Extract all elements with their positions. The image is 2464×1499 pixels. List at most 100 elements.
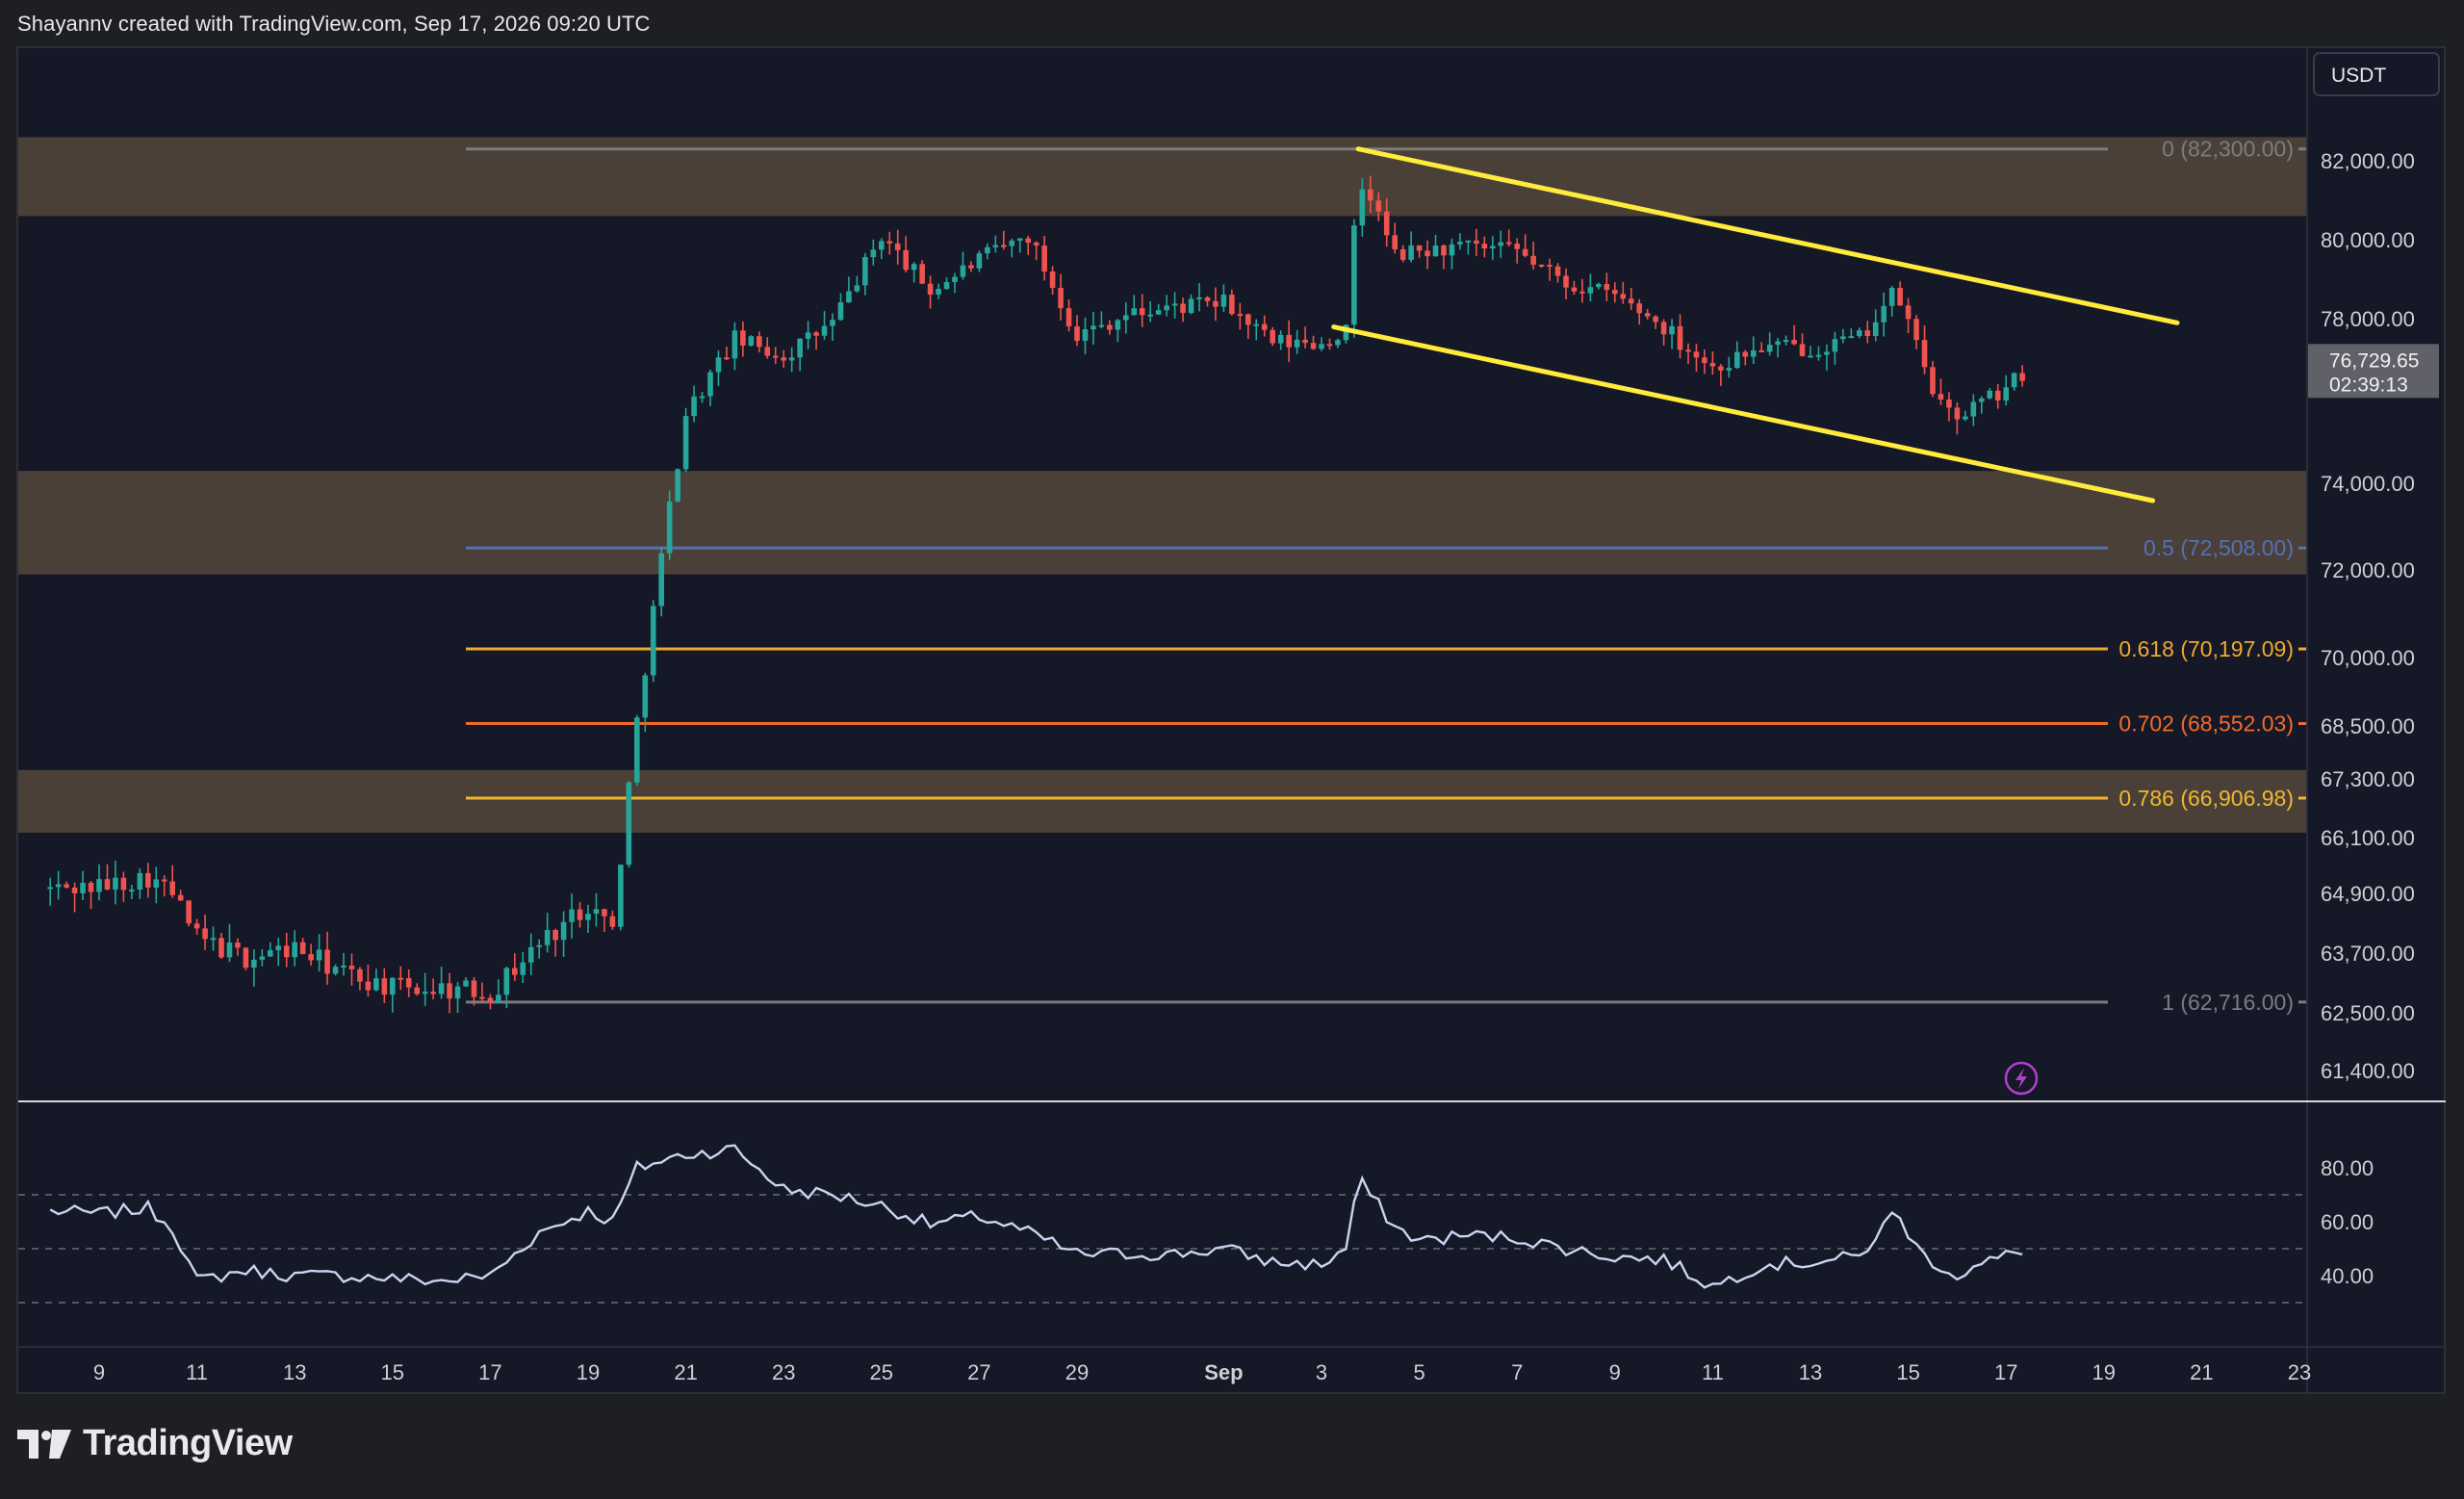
- candle-body: [104, 879, 111, 890]
- candle-body: [830, 320, 835, 326]
- candle-body: [1155, 310, 1162, 315]
- candle-75: [658, 547, 664, 617]
- candle-241: [2011, 372, 2017, 391]
- candle-83: [724, 346, 730, 361]
- candle-207: [1734, 341, 1740, 370]
- candle-body: [275, 945, 282, 950]
- time-tick-label: 15: [381, 1360, 404, 1384]
- candle-84: [732, 322, 738, 371]
- fibonacci-levels[interactable]: 0 (82,300.00) 0.5 (72,508.00) 0.618 (70,19…: [466, 137, 2307, 1015]
- candle-35: [332, 964, 339, 976]
- candle-128: [1091, 311, 1096, 345]
- candle-body: [1025, 238, 1031, 244]
- candle-body: [177, 894, 184, 901]
- candle-body: [1416, 245, 1423, 251]
- candle-body: [251, 959, 257, 969]
- candle-90: [781, 349, 786, 368]
- candle-119: [1016, 238, 1023, 253]
- candle-body: [1474, 240, 1479, 245]
- candle-body: [1628, 298, 1634, 304]
- candle-body: [1514, 244, 1520, 249]
- candle-body: [1963, 416, 1968, 420]
- candle-body: [1921, 340, 1928, 368]
- price-axis[interactable]: USDT 82,000.00 80,000.00 78,000.00 74,000.00…: [2306, 48, 2444, 1392]
- candle-body: [602, 909, 607, 917]
- candle-body: [1547, 265, 1553, 268]
- candle-167: [1408, 231, 1414, 263]
- candle-10: [129, 885, 135, 899]
- candle-236: [1970, 394, 1977, 426]
- candle-195: [1636, 298, 1642, 325]
- candle-182: [1530, 242, 1536, 271]
- candle-body: [544, 929, 551, 945]
- candle-body: [879, 241, 885, 250]
- candle-body: [1465, 240, 1472, 243]
- time-axis[interactable]: 9 11 13 15 17 19 21 23 25 27 29 Sep 3 5 7 9 11 13 15 17 19 21…: [18, 1346, 2446, 1384]
- candle-11: [137, 867, 143, 899]
- candle-body: [846, 291, 852, 303]
- candle-body: [145, 872, 151, 888]
- candle-174: [1465, 240, 1472, 255]
- candle-body: [259, 956, 266, 960]
- candle-88: [764, 337, 771, 359]
- candle-body: [1596, 283, 1602, 288]
- candle-body: [764, 347, 771, 356]
- candle-body: [1196, 297, 1202, 299]
- candle-body: [560, 921, 567, 941]
- candle-57: [512, 953, 518, 981]
- candle-227: [1897, 281, 1903, 306]
- candle-131: [1115, 319, 1121, 343]
- candle-72: [634, 714, 640, 787]
- candle-56: [503, 967, 510, 1009]
- candle-body: [1815, 354, 1822, 357]
- candle-9: [120, 871, 127, 902]
- candle-body: [886, 241, 893, 244]
- candle-1: [55, 870, 62, 900]
- candle-142: [1204, 296, 1211, 307]
- candle-body: [1832, 339, 1838, 352]
- candle-55: [496, 979, 501, 1003]
- candle-body: [169, 881, 175, 895]
- candle-body: [341, 965, 346, 968]
- brand-name: TradingView: [83, 1423, 293, 1463]
- candle-19: [202, 914, 208, 950]
- candle-body: [153, 879, 160, 888]
- candle-body: [797, 338, 803, 358]
- candle-body: [1082, 329, 1089, 341]
- candle-body: [503, 968, 510, 995]
- candle-218: [1824, 344, 1830, 371]
- candle-body: [1368, 189, 1373, 201]
- candle-body: [837, 302, 844, 321]
- candle-body: [740, 330, 746, 346]
- candle-5: [88, 881, 94, 910]
- candle-body: [1335, 340, 1341, 346]
- candle-body: [854, 285, 860, 292]
- time-tick-label: 17: [1994, 1360, 2017, 1384]
- candle-body: [193, 923, 200, 929]
- candle-body: [243, 947, 249, 969]
- tradingview-brand[interactable]: TradingView: [17, 1423, 293, 1464]
- candle-body: [1033, 243, 1040, 246]
- candle-206: [1726, 356, 1732, 378]
- candle-body: [129, 889, 135, 892]
- candle-body: [1857, 330, 1862, 337]
- candle-124: [1058, 273, 1064, 321]
- candle-body: [1091, 325, 1096, 330]
- rsi-pane[interactable]: 80.00 60.00 40.00: [18, 1100, 2446, 1304]
- candle-body: [805, 332, 811, 339]
- candle-body: [781, 357, 786, 361]
- candle-body: [365, 981, 372, 991]
- candle-193: [1620, 281, 1627, 304]
- time-tick-label: 13: [1799, 1360, 1822, 1384]
- candle-60: [536, 939, 542, 959]
- descending-channel[interactable]: [1331, 146, 2180, 504]
- tradingview-logo-icon: [17, 1429, 71, 1459]
- candle-body: [666, 501, 673, 554]
- candle-body: [1310, 343, 1317, 349]
- candle-body: [1449, 244, 1455, 256]
- candle-105: [903, 236, 909, 273]
- candle-54: [487, 994, 494, 1010]
- candle-body: [1180, 303, 1186, 314]
